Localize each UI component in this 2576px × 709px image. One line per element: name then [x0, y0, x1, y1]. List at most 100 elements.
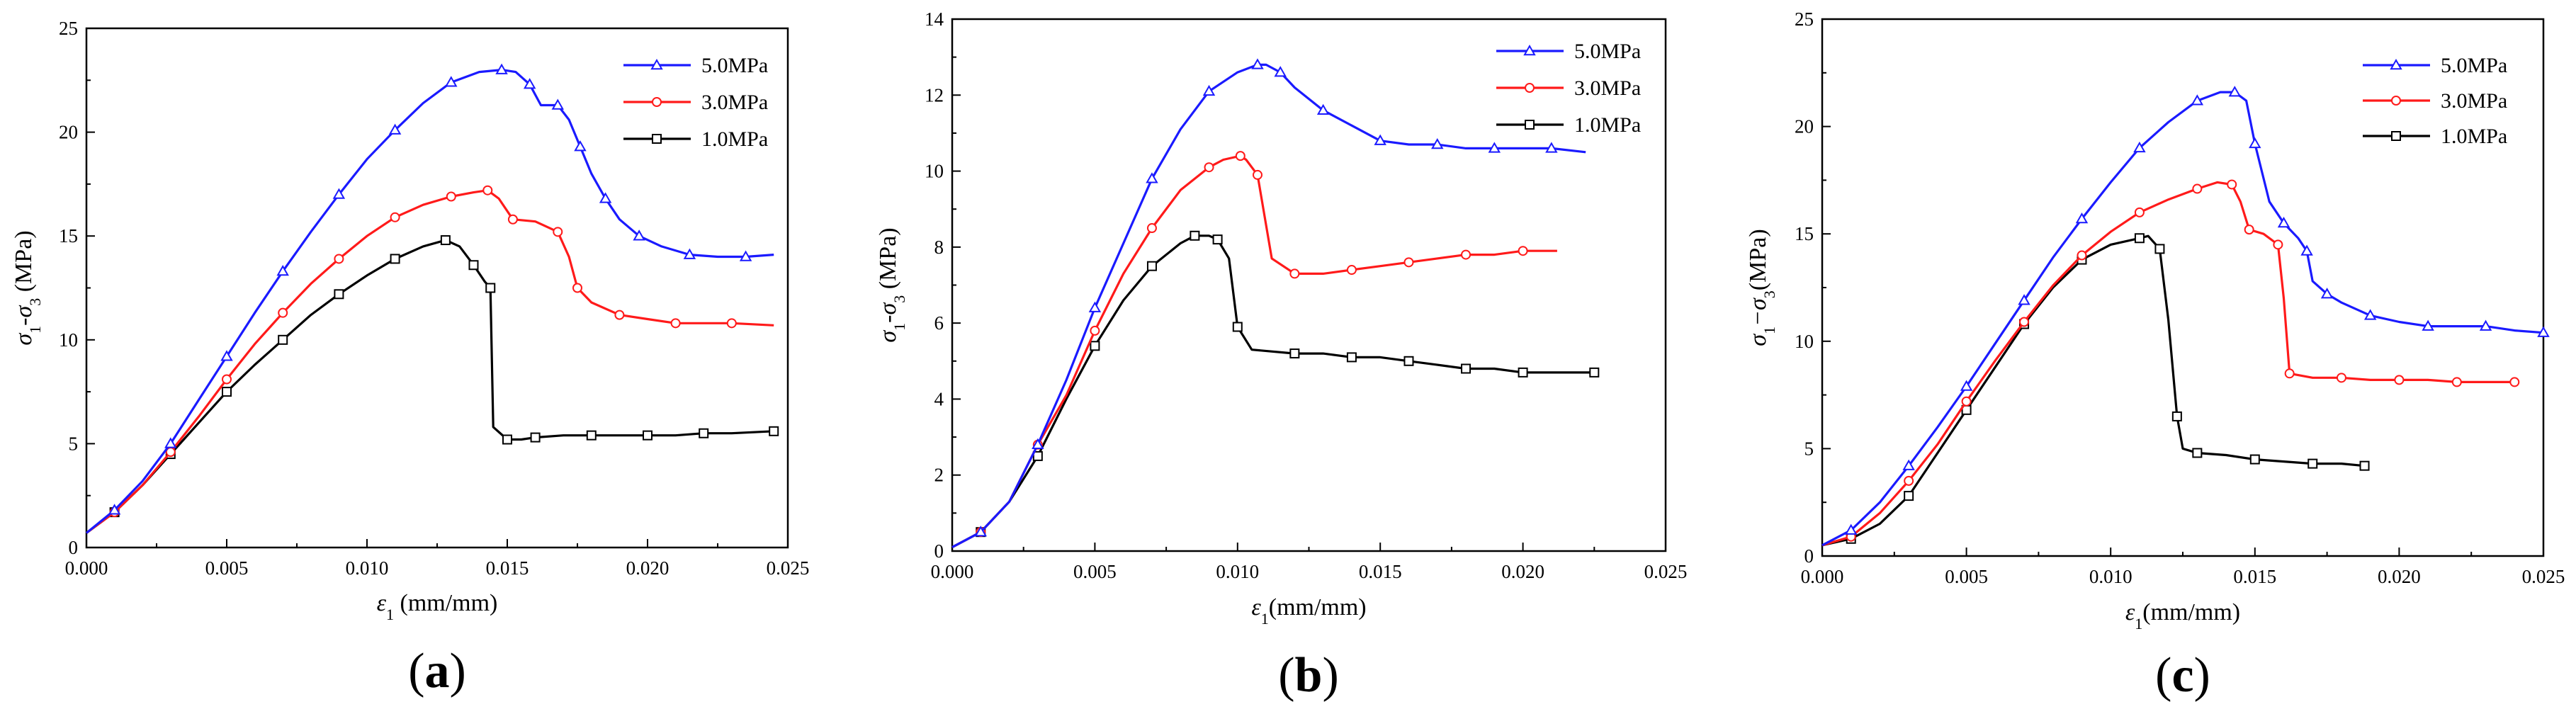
panel-label-letter: c [2171, 648, 2193, 703]
data-point-1.0MPa [643, 430, 653, 441]
y-tick-label: 0 [1804, 545, 1814, 567]
data-point-3.0MPa [2244, 225, 2254, 235]
data-point-3.0MPa [1961, 396, 1972, 407]
data-point-3.0MPa [2134, 207, 2145, 217]
y-tick-label: 2 [934, 465, 944, 486]
data-point-5.0MPa [220, 350, 233, 361]
data-point-1.0MPa [334, 289, 344, 300]
y-tick-label: 10 [1795, 331, 1814, 352]
chart-panel-a: 0.000 0.005 0.010 0.015 0.020 0.025 0 5 10 15 20 25… [11, 18, 809, 698]
x-tick-label: 0.015 [486, 557, 529, 579]
y-axis-label-sigma1: σ [1745, 334, 1771, 346]
panel-label-close-paren: ) [1322, 648, 1338, 703]
data-point-3.0MPa [1289, 268, 1300, 279]
data-point-5.0MPa [1032, 438, 1044, 450]
series-line-1.0MPa [86, 239, 774, 534]
data-point-1.0MPa [2307, 458, 2318, 469]
x-tick-label: 0.015 [2233, 566, 2276, 587]
data-point-5.0MPa [974, 526, 988, 537]
panel-label-close-paren: ) [2194, 648, 2210, 703]
y-axis-label-sub3: 3 [891, 295, 908, 303]
panel-label-open-paren: ( [408, 644, 424, 698]
y-axis-label-unit: (MPa) [875, 227, 901, 295]
y-tick-label: 6 [934, 312, 944, 334]
data-point-3.0MPa [1403, 257, 1414, 268]
data-point-5.0MPa [108, 504, 121, 515]
data-point-3.0MPa [1235, 151, 1245, 161]
y-tick-label: 20 [59, 122, 78, 143]
x-tick-label: 0.025 [767, 557, 810, 579]
data-point-3.0MPa [1204, 162, 1214, 173]
chart-panel-c: 0.000 0.005 0.010 0.015 0.020 0.025 0 5 10 15 20 25… [1745, 8, 2565, 703]
data-point-3.0MPa [2273, 239, 2283, 250]
y-axis-label-sigma1: σ [11, 333, 37, 346]
data-point-1.0MPa [1289, 348, 1300, 359]
data-point-5.0MPa [2363, 309, 2377, 320]
legend-label: 5.0MPa [2441, 54, 2507, 77]
y-axis-label-sub1: 1 [891, 323, 908, 331]
panel-label: (c) [2155, 648, 2210, 703]
x-axis-label-symbol: ε [2125, 599, 2135, 625]
y-axis-label: σ1−σ3(MPa) [1745, 229, 1778, 346]
data-point-5.0MPa [2537, 326, 2550, 337]
legend-label: 3.0MPa [2441, 89, 2507, 113]
legend-marker [1525, 120, 1535, 130]
data-point-5.0MPa [523, 78, 536, 89]
series-line-1.0MPa [951, 234, 1595, 549]
data-point-5.0MPa [332, 188, 346, 199]
data-point-3.0MPa [726, 318, 737, 329]
data-point-3.0MPa [1252, 169, 1262, 180]
data-point-5.0MPa [2249, 137, 2261, 149]
data-point-5.0MPa [2320, 288, 2334, 299]
data-point-3.0MPa [2509, 377, 2520, 387]
legend-label: 3.0MPa [1574, 76, 1641, 100]
y-tick-label: 0 [934, 540, 944, 562]
data-point-3.0MPa [1146, 223, 1157, 234]
data-point-3.0MPa [334, 254, 344, 264]
y-axis-label-sub3: 3 [26, 298, 44, 306]
data-point-5.0MPa [2277, 217, 2290, 228]
x-axis-label-subscript: 1 [1261, 610, 1269, 628]
series-line-3.0MPa [86, 189, 774, 534]
x-axis-label-unit: (mm/mm) [1269, 594, 1367, 620]
x-axis-label-subscript: 1 [2135, 615, 2142, 633]
data-point-3.0MPa [2284, 368, 2295, 379]
data-point-3.0MPa [2227, 179, 2237, 190]
data-point-5.0MPa [1431, 138, 1444, 149]
x-tick-label: 0.010 [346, 557, 389, 579]
data-point-1.0MPa [769, 426, 779, 436]
series-line-5.0MPa [1821, 91, 2544, 547]
data-point-1.0MPa [1232, 322, 1243, 332]
x-tick-label: 0.020 [626, 557, 670, 579]
x-tick-label: 0.020 [2378, 566, 2421, 587]
y-tick-label: 15 [59, 225, 78, 246]
data-point-5.0MPa [574, 140, 587, 152]
y-tick-label: 10 [925, 161, 944, 182]
legend-label: 3.0MPa [701, 91, 768, 114]
data-point-1.0MPa [222, 387, 232, 397]
legend-marker [2391, 96, 2401, 106]
data-point-5.0MPa [388, 123, 402, 135]
y-tick-label: 25 [1795, 8, 1814, 30]
data-point-1.0MPa [699, 428, 709, 438]
panel-label-letter: a [425, 644, 450, 698]
panel-label-open-paren: ( [2155, 648, 2171, 703]
panel-label: (a) [408, 644, 466, 698]
panel-label-open-paren: ( [1278, 648, 1294, 703]
legend-label: 1.0MPa [1574, 113, 1641, 137]
x-axis-label-symbol: ε [1251, 594, 1261, 620]
data-point-5.0MPa [276, 265, 289, 276]
data-point-3.0MPa [446, 191, 456, 202]
x-axis-label-symbol: ε [377, 590, 387, 616]
y-axis-label-unit: (MPa) [11, 230, 37, 297]
data-point-5.0MPa [633, 229, 645, 241]
y-tick-label: 0 [69, 537, 79, 558]
legend-label: 5.0MPa [1574, 40, 1641, 63]
data-point-5.0MPa [683, 248, 696, 259]
data-point-5.0MPa [2191, 94, 2204, 106]
panel-label-letter: b [1295, 648, 1323, 703]
data-point-3.0MPa [1518, 246, 1528, 256]
y-axis-label-sigma1: σ [875, 330, 901, 343]
x-tick-label: 0.025 [2522, 566, 2565, 587]
